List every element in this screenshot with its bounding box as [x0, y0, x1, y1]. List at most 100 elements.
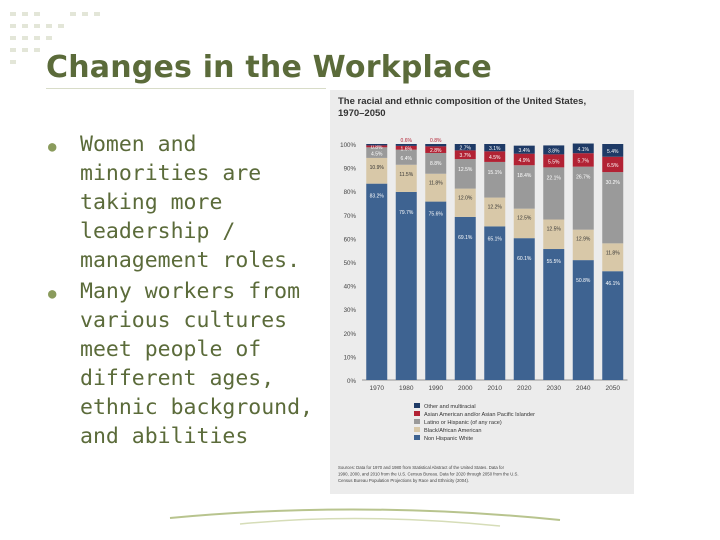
- bar-segment: [572, 153, 594, 167]
- bar-segment: [366, 147, 388, 158]
- bar-segment: [425, 173, 447, 202]
- bar-data-label: 60.1%: [517, 256, 532, 262]
- bar-segment: [425, 146, 447, 153]
- bar-data-label: 5.7%: [578, 158, 590, 164]
- bullet-list: ● Women and minorities are taking more le…: [36, 130, 336, 453]
- bar-segment: [513, 208, 535, 239]
- bar-data-label: 0.8%: [371, 145, 383, 151]
- bar-data-label: 3.4%: [519, 148, 531, 154]
- bar-data-label: 79.7%: [399, 210, 414, 216]
- bar-segment: [484, 161, 506, 198]
- bar-segment: [395, 191, 417, 380]
- chart-title-line-2: 1970–2050: [338, 108, 386, 119]
- bar-segment: [395, 145, 417, 150]
- title-rule: [46, 88, 326, 89]
- bar-data-label: 50.8%: [576, 278, 591, 284]
- bar-data-label: 4.1%: [578, 147, 590, 153]
- bar-segment: [395, 144, 417, 146]
- bar-data-label: 69.1%: [458, 235, 473, 241]
- bar-segment: [513, 145, 535, 154]
- bar-data-label: 6.4%: [401, 156, 413, 162]
- y-tick-label: 30%: [344, 307, 357, 314]
- bar-segment: [454, 144, 476, 151]
- x-tick-label: 1980: [399, 385, 414, 392]
- bar-data-label: 6.5%: [607, 163, 619, 169]
- bar-data-label: 0.6%: [401, 138, 413, 144]
- bar-data-label: 22.1%: [547, 175, 562, 181]
- bar-data-label: 8.8%: [430, 161, 442, 167]
- bar-segment: [484, 226, 506, 380]
- bar-segment: [602, 172, 624, 244]
- bar-data-label: 75.6%: [429, 212, 444, 218]
- bar-data-label: 10.9%: [370, 165, 385, 171]
- bar-segment: [602, 144, 624, 157]
- bar-segment: [572, 229, 594, 261]
- bar-segment: [572, 260, 594, 380]
- bar-segment: [572, 166, 594, 230]
- y-tick-label: 40%: [344, 284, 357, 291]
- bar-data-label: 46.1%: [606, 281, 621, 287]
- y-tick-label: 50%: [344, 260, 357, 267]
- bar-data-label: 12.2%: [488, 205, 503, 211]
- legend-label: Asian American and/or Asian Pacific Isla…: [424, 412, 535, 418]
- legend-swatch: [414, 419, 420, 424]
- bar-data-label: 15.1%: [488, 170, 503, 176]
- bullet-text: Many workers from various cultures meet …: [80, 279, 313, 449]
- x-tick-label: 2000: [458, 385, 473, 392]
- legend-swatch: [414, 403, 420, 408]
- bar-segment: [425, 201, 447, 380]
- y-tick-label: 90%: [344, 166, 357, 173]
- bar-segment: [454, 188, 476, 217]
- y-tick-label: 20%: [344, 331, 357, 338]
- legend-swatch: [414, 411, 420, 416]
- bar-data-label: 1.6%: [401, 146, 413, 152]
- legend-label: Black/African American: [424, 428, 482, 434]
- bar-segment: [513, 153, 535, 166]
- y-tick-label: 60%: [344, 236, 357, 243]
- bar-data-label: 83.2%: [370, 194, 385, 200]
- bar-data-label: 4.9%: [519, 158, 531, 164]
- bar-data-label: 12.5%: [517, 216, 532, 222]
- bar-segment: [395, 164, 417, 192]
- source-note: Sources: Data for 1970 and 1980 from Sta…: [338, 465, 505, 470]
- y-tick-label: 70%: [344, 213, 357, 220]
- bar-data-label: 30.2%: [606, 180, 621, 186]
- x-tick-label: 2030: [547, 385, 562, 392]
- bar-segment: [366, 145, 388, 148]
- bar-data-label: 0.8%: [430, 138, 442, 144]
- bar-data-label: 2.7%: [460, 146, 472, 152]
- x-tick-label: 2050: [606, 385, 621, 392]
- bar-data-label: 12.5%: [458, 167, 473, 173]
- bar-data-label: 11.5%: [399, 172, 413, 178]
- x-tick-label: 1970: [370, 385, 385, 392]
- y-tick-label: 80%: [344, 189, 357, 196]
- legend-label: Other and multiracial: [424, 404, 476, 410]
- bar-segment: [484, 151, 506, 162]
- legend-swatch: [414, 427, 420, 432]
- bar-data-label: 3.7%: [460, 153, 472, 159]
- bar-segment: [543, 249, 565, 380]
- bar-segment: [425, 152, 447, 174]
- x-tick-label: 1990: [429, 385, 444, 392]
- legend-swatch: [414, 435, 420, 440]
- bottom-decoration: [169, 508, 561, 527]
- bar-segment: [602, 243, 624, 272]
- bar-data-label: 11.8%: [606, 250, 620, 256]
- bullet-icon: ●: [48, 139, 57, 155]
- bar-segment: [484, 197, 506, 227]
- y-tick-label: 10%: [344, 354, 357, 361]
- bar-segment: [395, 149, 417, 165]
- bar-segment: [602, 156, 624, 173]
- bar-segment: [484, 144, 506, 152]
- bar-segment: [454, 159, 476, 189]
- bar-data-label: 5.5%: [548, 159, 560, 165]
- bar-segment: [366, 157, 388, 184]
- x-tick-label: 2020: [517, 385, 532, 392]
- bar-data-label: 2.8%: [430, 148, 442, 154]
- bullet-text: Women and minorities are taking more lea…: [80, 132, 301, 273]
- bar-segment: [543, 154, 565, 168]
- bar-segment: [602, 271, 624, 380]
- source-note: 1990, 2000, and 2010 from the U.S. Censu…: [338, 472, 519, 477]
- y-tick-label: 0%: [347, 378, 356, 385]
- bar-data-label: 12.9%: [576, 237, 591, 243]
